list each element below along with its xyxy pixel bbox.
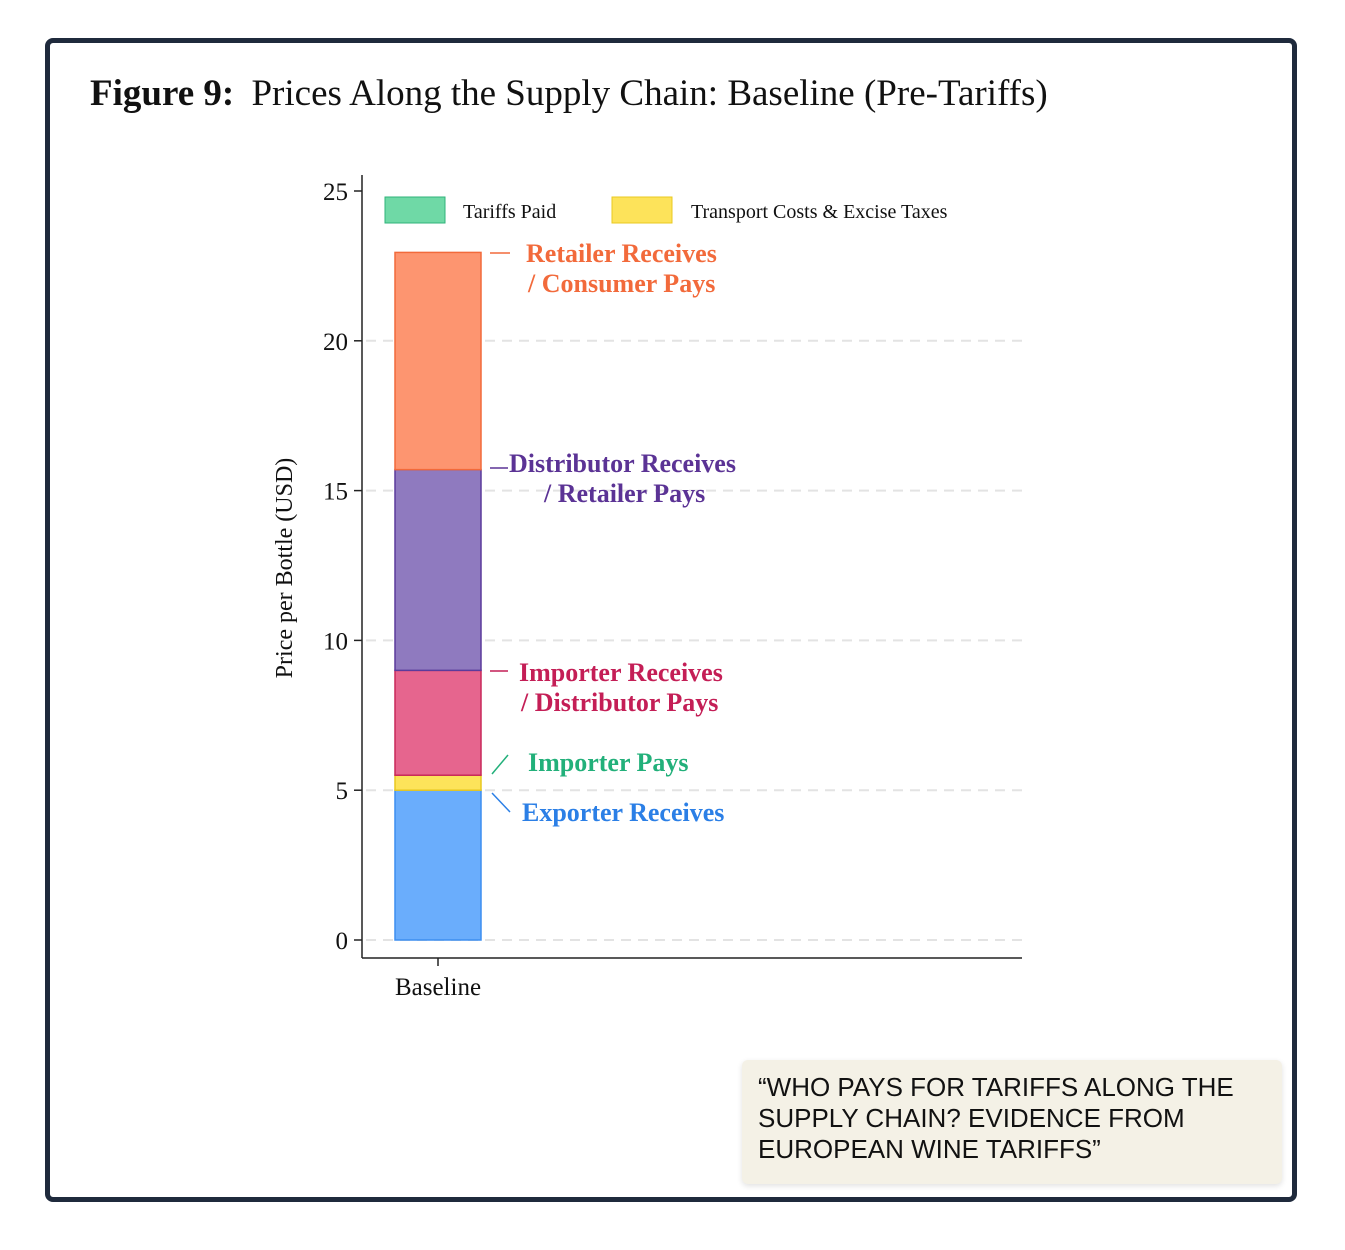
- legend-swatch: [384, 196, 446, 224]
- x-categories: Baseline: [395, 958, 481, 1001]
- figure-number: Figure 9:: [90, 73, 235, 114]
- figure-title: Figure 9: Prices Along the Supply Chain:…: [90, 72, 1048, 115]
- figure-title-text: Prices Along the Supply Chain: Baseline …: [251, 73, 1048, 114]
- axes: [361, 175, 1022, 959]
- segment-labels: Retailer Receives/ Consumer Pays Distribu…: [490, 239, 736, 827]
- y-tick-label: 25: [323, 179, 348, 206]
- y-axis-label: Price per Bottle (USD): [272, 458, 298, 679]
- bar-segment-retailer_margin: [394, 251, 482, 471]
- y-tick-label: 0: [336, 928, 349, 955]
- bar-segment-distributor_margin: [394, 468, 482, 672]
- annotation-label: Importer Pays: [528, 748, 689, 777]
- y-tick-label: 10: [323, 628, 348, 655]
- legend: Tariffs Paid Transport Costs & Excise Tax…: [384, 196, 948, 224]
- legend-swatch: [611, 196, 673, 224]
- legend-label: Transport Costs & Excise Taxes: [691, 201, 948, 223]
- segment-label-retailer_margin: Retailer Receives: [526, 239, 717, 268]
- bar-segment-transport: [394, 774, 482, 791]
- legend-label: Tariffs Paid: [463, 201, 556, 223]
- y-ticks: 0 5 10 15 20 25: [323, 179, 362, 955]
- citation-quote-text: “WHO PAYS FOR TARIFFS ALONG THE SUPPLY C…: [758, 1072, 1234, 1164]
- annotation-leader: [491, 754, 509, 775]
- segment-label-exporter: Exporter Receives: [522, 798, 724, 827]
- x-tick-label: Baseline: [395, 974, 481, 1001]
- segment-label-importer_margin: / Distributor Pays: [520, 688, 718, 717]
- bar-stack: [394, 251, 482, 941]
- citation-quote-box: “WHO PAYS FOR TARIFFS ALONG THE SUPPLY C…: [742, 1060, 1282, 1184]
- y-tick-label: 5: [336, 778, 349, 805]
- y-tick-label: 15: [323, 479, 348, 506]
- segment-label-retailer_margin: / Consumer Pays: [527, 269, 715, 298]
- figure-frame: [45, 38, 1297, 1202]
- y-tick-label: 20: [323, 329, 348, 356]
- segment-label-distributor_margin: Distributor Receives: [509, 449, 736, 478]
- segment-label-distributor_margin: / Retailer Pays: [543, 479, 705, 508]
- label-leader-exporter: [491, 792, 511, 813]
- bar-segment-exporter: [394, 789, 482, 941]
- segment-label-importer_margin: Importer Receives: [519, 658, 723, 687]
- bar-segment-importer_margin: [394, 669, 482, 776]
